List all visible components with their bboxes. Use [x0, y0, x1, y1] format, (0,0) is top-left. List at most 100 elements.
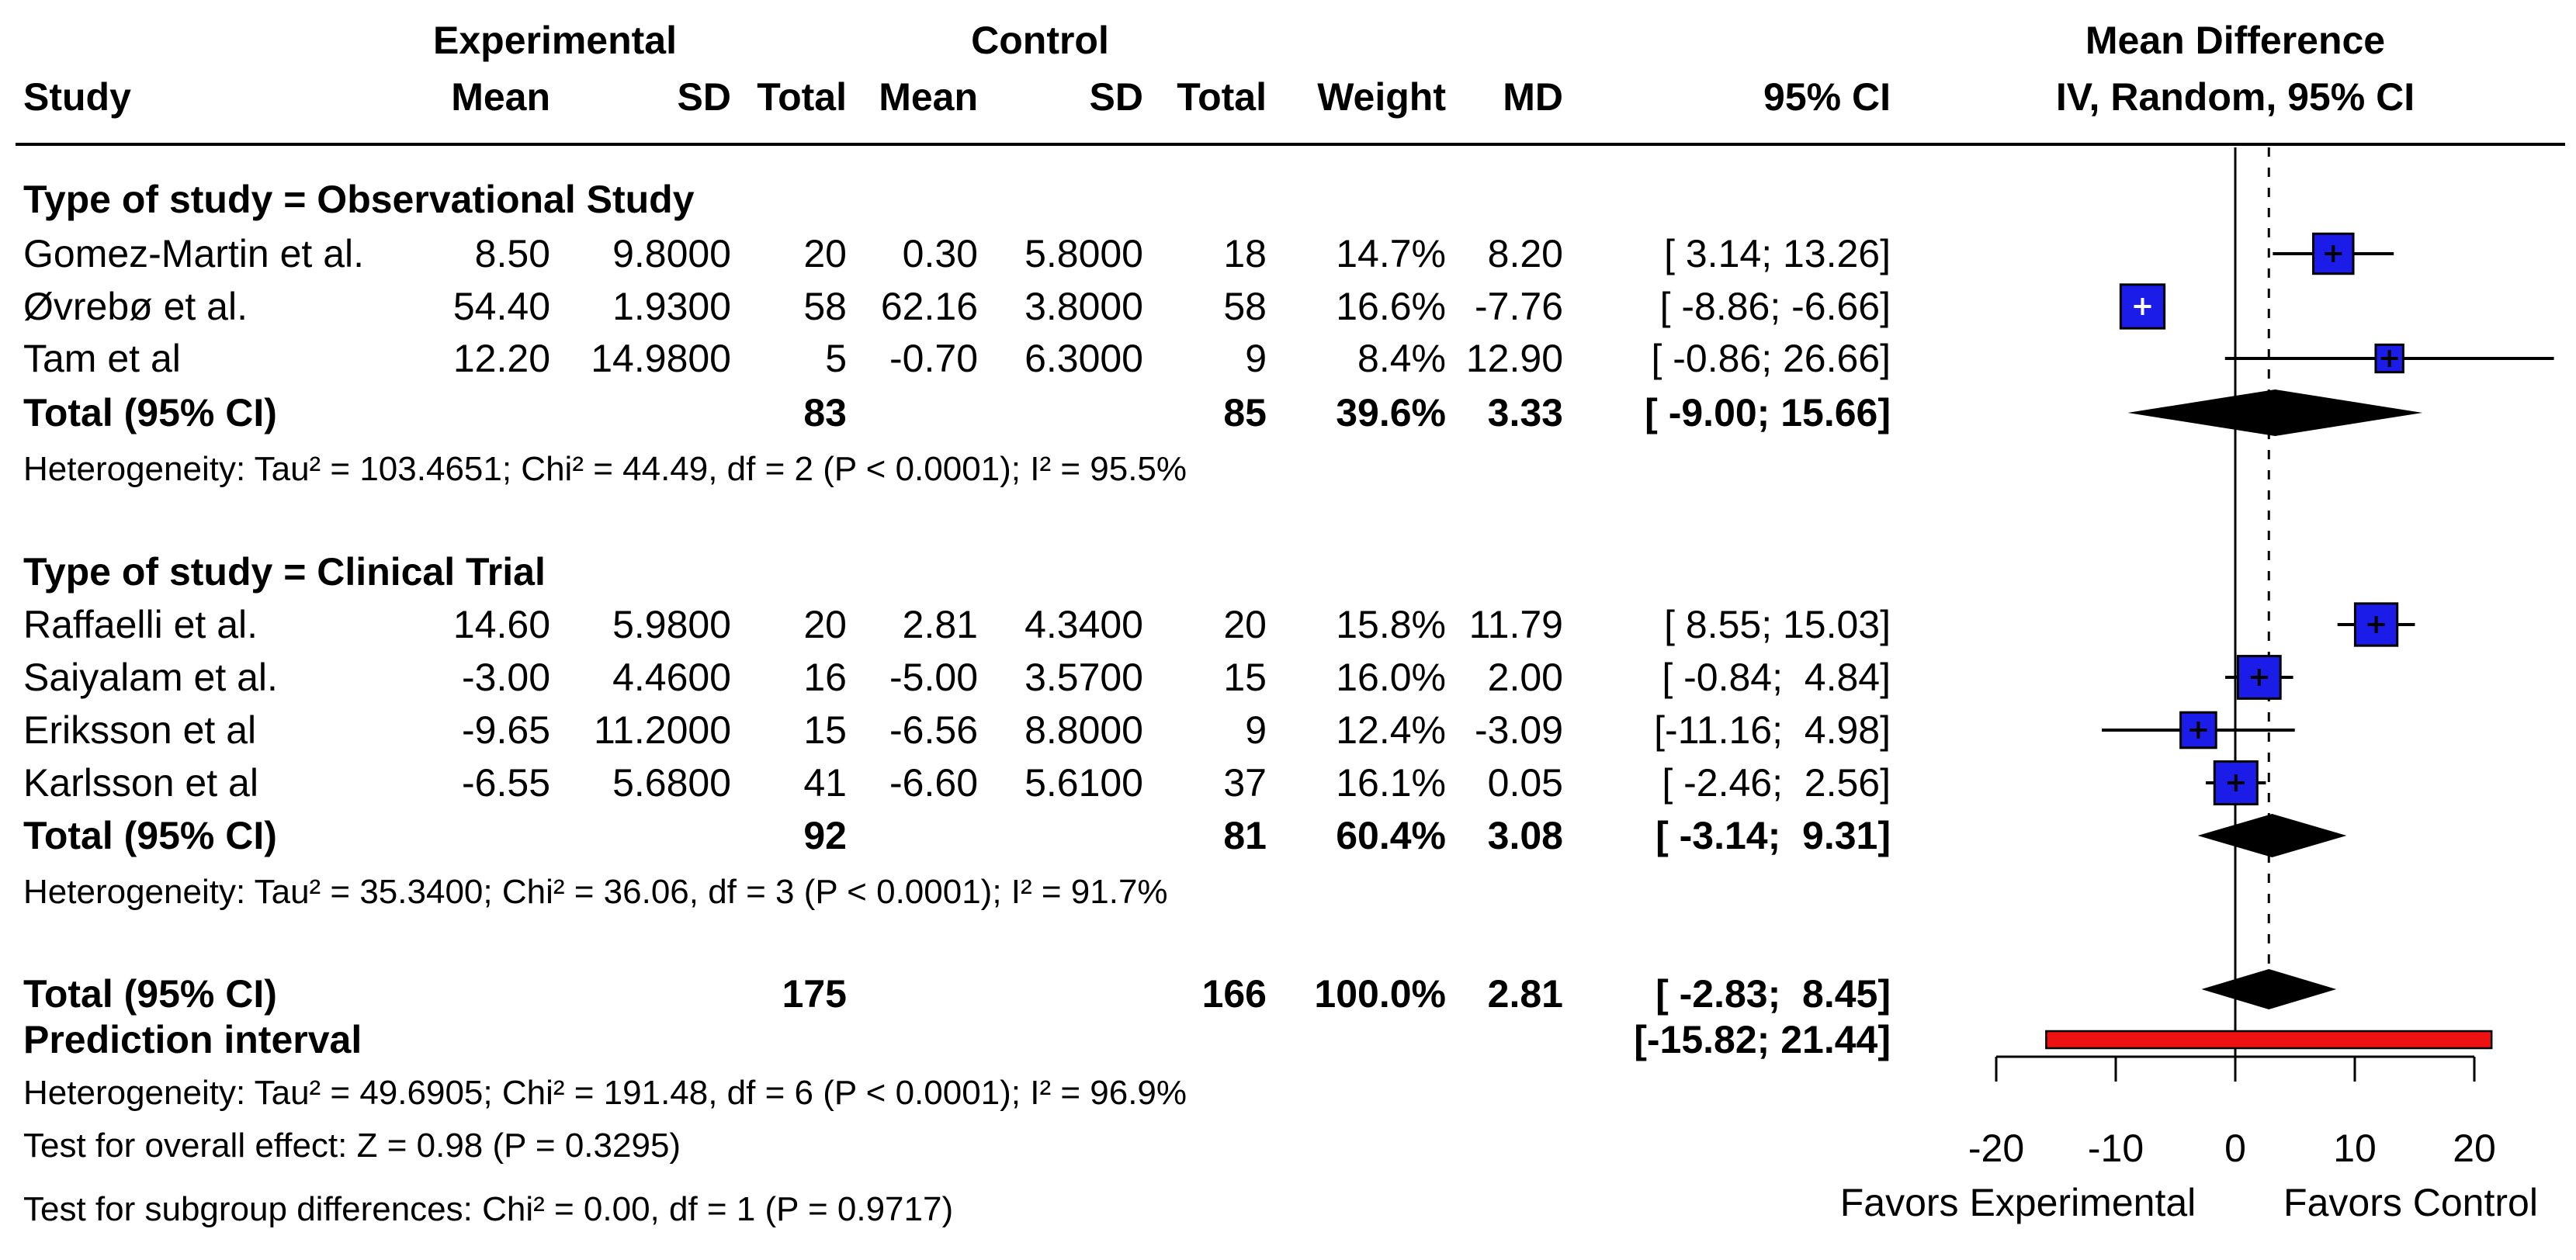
cell-sd-exp: 11.2000 — [593, 708, 731, 752]
study-row: Eriksson et al -9.65 11.2000 15 -6.56 8.… — [0, 704, 2576, 756]
cell-sd-ctrl: 6.3000 — [1025, 337, 1143, 380]
study-row: Karlsson et al -6.55 5.6800 41 -6.60 5.6… — [0, 756, 2576, 809]
overall-effect-test-row: Test for overall effect: Z = 0.98 (P = 0… — [0, 1120, 2576, 1172]
cell-sd-ctrl: 5.8000 — [1025, 232, 1143, 275]
cell-sd-ctrl: 5.6100 — [1025, 761, 1143, 805]
cell-weight: 12.4% — [1336, 708, 1446, 752]
study-row: Raffaelli et al. 14.60 5.9800 20 2.81 4.… — [0, 598, 2576, 651]
study-name: Raffaelli et al. — [23, 603, 258, 646]
cell-mean-ctrl: -6.56 — [889, 708, 978, 752]
cell-ci: [-11.16; 4.98] — [1654, 708, 1891, 752]
col-header-mean-ctrl: Mean — [879, 75, 978, 119]
cell-mean-ctrl: -0.70 — [889, 337, 978, 380]
cell-total-exp: 175 — [782, 972, 847, 1016]
col-header-sd-ctrl: SD — [1089, 75, 1143, 119]
subgroup-title: Type of study = Observational Study — [23, 178, 695, 221]
overall-effect-text: Test for overall effect: Z = 0.98 (P = 0… — [23, 1127, 681, 1165]
cell-md: 12.90 — [1465, 337, 1563, 380]
overall-total-row: Total (95% CI) 175 166 100.0% 2.81 [ -2.… — [0, 968, 2576, 1020]
cell-total-exp: 20 — [803, 603, 847, 646]
cell-weight: 60.4% — [1336, 814, 1446, 857]
col-header-ci: 95% CI — [1763, 75, 1891, 119]
total-label: Total (95% CI) — [23, 814, 277, 857]
axis-tick-label: 10 — [2333, 1127, 2377, 1170]
study-name: Tam et al — [23, 337, 181, 380]
cell-total-exp: 16 — [803, 656, 847, 699]
heterogeneity-text: Heterogeneity: Tau² = 103.4651; Chi² = 4… — [23, 450, 1187, 488]
cell-md: 3.33 — [1487, 391, 1563, 434]
cell-total-ctrl: 166 — [1201, 972, 1267, 1016]
effect-subtitle: IV, Random, 95% CI — [2055, 75, 2415, 119]
cell-total-exp: 5 — [825, 337, 847, 380]
cell-mean-exp: 12.20 — [452, 337, 550, 380]
cell-total-exp: 58 — [803, 285, 847, 328]
cell-mean-ctrl: 2.81 — [902, 603, 978, 646]
cell-md: -3.09 — [1475, 708, 1563, 752]
prediction-interval-row: Prediction interval [-15.82; 21.44] — [0, 1013, 2576, 1066]
cell-md: -7.76 — [1475, 285, 1563, 328]
axis-tick-label: 0 — [2224, 1127, 2246, 1170]
cell-weight: 15.8% — [1336, 603, 1446, 646]
cell-md: 0.05 — [1487, 761, 1563, 805]
header-group-row: Experimental Control Mean Difference — [0, 14, 2576, 67]
cell-total-ctrl: 58 — [1223, 285, 1267, 328]
heterogeneity-text: Heterogeneity: Tau² = 49.6905; Chi² = 19… — [23, 1074, 1187, 1112]
cell-md: 2.00 — [1487, 656, 1563, 699]
axis-label-favors-experimental: Favors Experimental — [1839, 1181, 2196, 1224]
cell-total-ctrl: 9 — [1245, 708, 1267, 752]
cell-total-exp: 20 — [803, 232, 847, 275]
cell-total-exp: 83 — [803, 391, 847, 434]
study-row: Gomez-Martin et al. 8.50 9.8000 20 0.30 … — [0, 227, 2576, 280]
axis-tick-label: -20 — [1968, 1127, 2025, 1170]
cell-md: 3.08 — [1487, 814, 1563, 857]
cell-sd-ctrl: 8.8000 — [1025, 708, 1143, 752]
cell-total-exp: 15 — [803, 708, 847, 752]
col-header-weight: Weight — [1317, 75, 1446, 119]
cell-weight: 8.4% — [1357, 337, 1446, 380]
cell-sd-ctrl: 4.3400 — [1025, 603, 1143, 646]
cell-md: 11.79 — [1468, 603, 1563, 646]
cell-mean-exp: -9.65 — [462, 708, 550, 752]
subgroup-difference-text: Test for subgroup differences: Chi² = 0.… — [23, 1190, 954, 1228]
col-header-mean-exp: Mean — [451, 75, 550, 119]
cell-total-ctrl: 85 — [1223, 391, 1267, 434]
cell-mean-exp: 14.60 — [452, 603, 550, 646]
axis-tick-label: 20 — [2453, 1127, 2496, 1170]
subgroup-title-row: Type of study = Clinical Trial — [0, 545, 2576, 598]
cell-mean-ctrl: 62.16 — [880, 285, 978, 328]
study-name: Øvrebø et al. — [23, 285, 248, 328]
cell-sd-exp: 14.9800 — [591, 337, 731, 380]
cell-mean-exp: 54.40 — [452, 285, 550, 328]
cell-mean-exp: 8.50 — [474, 232, 550, 275]
subgroup-title: Type of study = Clinical Trial — [23, 550, 546, 594]
axis-tick-label: -10 — [2087, 1127, 2144, 1170]
study-row: Tam et al 12.20 14.9800 5 -0.70 6.3000 9… — [0, 332, 2576, 385]
cell-weight: 100.0% — [1314, 972, 1446, 1016]
cell-weight: 39.6% — [1336, 391, 1446, 434]
study-name: Gomez-Martin et al. — [23, 232, 365, 275]
experimental-group-header: Experimental — [432, 19, 678, 62]
cell-total-exp: 92 — [803, 814, 847, 857]
heterogeneity-row: Heterogeneity: Tau² = 35.3400; Chi² = 36… — [0, 866, 2576, 919]
cell-sd-exp: 9.8000 — [612, 232, 731, 275]
col-header-sd-exp: SD — [677, 75, 731, 119]
column-header-row: Study Mean SD Total Mean SD Total Weight… — [0, 71, 2576, 123]
cell-sd-exp: 5.6800 — [612, 761, 731, 805]
cell-weight: 16.1% — [1336, 761, 1446, 805]
cell-weight: 16.6% — [1336, 285, 1446, 328]
cell-ci: [ -3.14; 9.31] — [1656, 814, 1891, 857]
cell-sd-exp: 1.9300 — [612, 285, 731, 328]
cell-ci: [ -2.46; 2.56] — [1662, 761, 1891, 805]
col-header-total-ctrl: Total — [1177, 75, 1267, 119]
heterogeneity-row: Heterogeneity: Tau² = 49.6905; Chi² = 19… — [0, 1067, 2576, 1120]
heterogeneity-row: Heterogeneity: Tau² = 103.4651; Chi² = 4… — [0, 443, 2576, 496]
col-header-total-exp: Total — [757, 75, 847, 119]
cell-mean-exp: -6.55 — [462, 761, 550, 805]
study-row: Øvrebø et al. 54.40 1.9300 58 62.16 3.80… — [0, 280, 2576, 333]
cell-total-ctrl: 15 — [1223, 656, 1267, 699]
cell-ci: [ 8.55; 15.03] — [1664, 603, 1891, 646]
cell-total-ctrl: 9 — [1245, 337, 1267, 380]
cell-ci: [ 3.14; 13.26] — [1664, 232, 1891, 275]
